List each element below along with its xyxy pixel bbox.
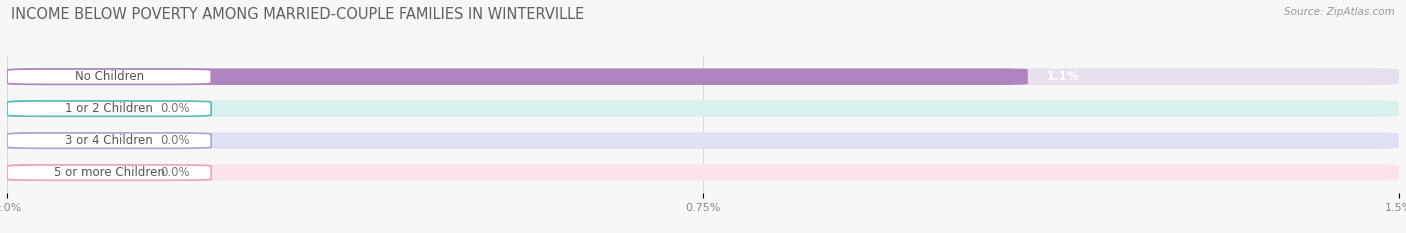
FancyBboxPatch shape — [7, 165, 211, 180]
Text: INCOME BELOW POVERTY AMONG MARRIED-COUPLE FAMILIES IN WINTERVILLE: INCOME BELOW POVERTY AMONG MARRIED-COUPL… — [11, 7, 585, 22]
Text: 3 or 4 Children: 3 or 4 Children — [65, 134, 153, 147]
Text: 5 or more Children: 5 or more Children — [53, 166, 165, 179]
Text: 1 or 2 Children: 1 or 2 Children — [65, 102, 153, 115]
FancyBboxPatch shape — [7, 133, 211, 148]
Text: No Children: No Children — [75, 70, 143, 83]
FancyBboxPatch shape — [7, 132, 142, 149]
FancyBboxPatch shape — [7, 69, 211, 84]
FancyBboxPatch shape — [7, 164, 142, 181]
Text: 0.0%: 0.0% — [160, 166, 190, 179]
Text: 0.0%: 0.0% — [160, 134, 190, 147]
Text: 0.0%: 0.0% — [160, 102, 190, 115]
FancyBboxPatch shape — [7, 100, 1399, 117]
FancyBboxPatch shape — [7, 100, 142, 117]
Text: 1.1%: 1.1% — [1046, 70, 1078, 83]
FancyBboxPatch shape — [7, 69, 1399, 85]
FancyBboxPatch shape — [7, 164, 1399, 181]
Text: Source: ZipAtlas.com: Source: ZipAtlas.com — [1284, 7, 1395, 17]
FancyBboxPatch shape — [7, 132, 1399, 149]
FancyBboxPatch shape — [7, 101, 211, 116]
FancyBboxPatch shape — [7, 69, 1028, 85]
